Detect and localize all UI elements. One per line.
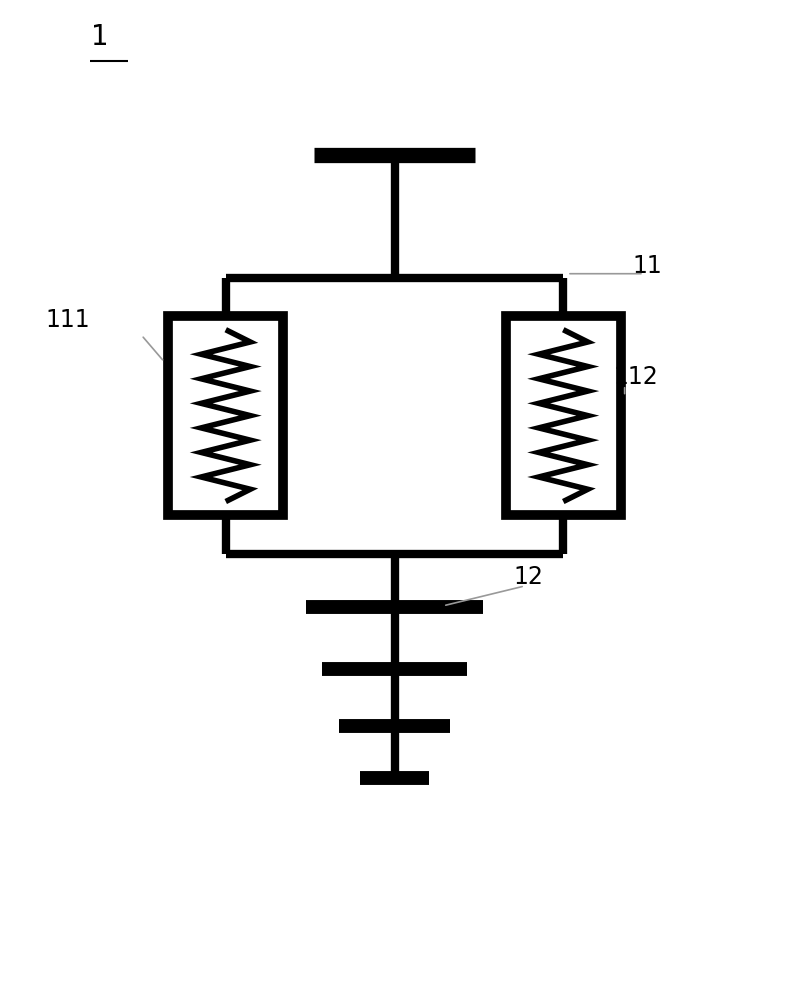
Text: 11: 11 — [632, 254, 662, 278]
Text: 1: 1 — [92, 23, 109, 51]
Text: 112: 112 — [613, 365, 658, 389]
Bar — [506, 316, 621, 515]
Text: 12: 12 — [514, 565, 544, 589]
Text: 111: 111 — [46, 308, 90, 332]
Bar — [168, 316, 283, 515]
